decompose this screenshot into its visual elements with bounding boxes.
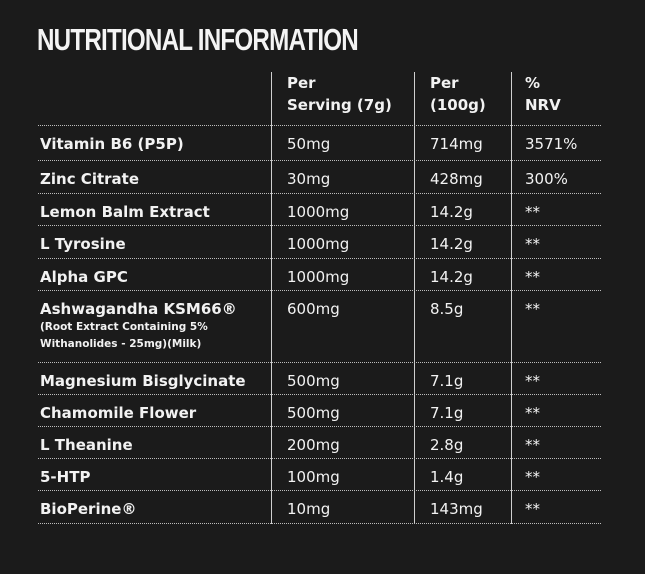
- value: 50mg: [287, 135, 331, 153]
- row-label: Zinc Citrate: [40, 170, 139, 188]
- value: **: [525, 235, 540, 253]
- value: 3571%: [525, 135, 578, 153]
- row-label: BioPerine®: [40, 500, 137, 518]
- value: 143mg: [430, 500, 483, 518]
- row-divider: [38, 225, 601, 226]
- column-header: %: [525, 74, 541, 92]
- row-label: L Tyrosine: [40, 235, 126, 253]
- row-divider: [38, 458, 601, 459]
- row-label: Alpha GPC: [40, 268, 128, 286]
- value: **: [525, 436, 540, 454]
- row-divider: [38, 426, 601, 427]
- value: **: [525, 404, 540, 422]
- value: 1000mg: [287, 203, 350, 221]
- row-label: Lemon Balm Extract: [40, 203, 210, 221]
- column-divider: [271, 72, 272, 524]
- value: **: [525, 300, 540, 318]
- row-label: L Theanine: [40, 436, 133, 454]
- value: 200mg: [287, 436, 340, 454]
- row-label: 5-HTP: [40, 468, 91, 486]
- row-divider: [38, 290, 601, 291]
- title: NUTRITIONAL INFORMATION: [37, 22, 359, 57]
- column-header: NRV: [525, 96, 561, 114]
- value: **: [525, 203, 540, 221]
- value: **: [525, 468, 540, 486]
- column-divider: [511, 72, 512, 524]
- row-label: Chamomile Flower: [40, 404, 197, 422]
- value: 300%: [525, 170, 568, 188]
- value: 714mg: [430, 135, 483, 153]
- value: 7.1g: [430, 404, 464, 422]
- value: **: [525, 372, 540, 390]
- row-divider: [38, 125, 601, 126]
- value: 500mg: [287, 372, 340, 390]
- value: 1000mg: [287, 268, 350, 286]
- row-divider: [38, 394, 601, 395]
- column-header: Per: [430, 74, 459, 92]
- row-label: Vitamin B6 (P5P): [40, 135, 184, 153]
- column-header: (100g): [430, 96, 486, 114]
- column-header: Serving (7g): [287, 96, 392, 114]
- row-divider: [38, 193, 601, 194]
- value: 500mg: [287, 404, 340, 422]
- row-divider: [38, 523, 601, 524]
- value: 14.2g: [430, 268, 473, 286]
- value: 14.2g: [430, 203, 473, 221]
- value: 428mg: [430, 170, 483, 188]
- row-divider: [38, 160, 601, 161]
- row-divider: [38, 258, 601, 259]
- column-divider: [414, 72, 415, 524]
- value: 14.2g: [430, 235, 473, 253]
- value: 8.5g: [430, 300, 464, 318]
- row-note: Withanolides - 25mg)(Milk): [40, 338, 202, 350]
- row-divider: [38, 362, 601, 363]
- value: 10mg: [287, 500, 331, 518]
- value: 7.1g: [430, 372, 464, 390]
- value: 1.4g: [430, 468, 464, 486]
- row-note: (Root Extract Containing 5%: [40, 321, 208, 333]
- value: **: [525, 500, 540, 518]
- value: 600mg: [287, 300, 340, 318]
- row-label: Ashwagandha KSM66®: [40, 300, 237, 318]
- value: 30mg: [287, 170, 331, 188]
- value: **: [525, 268, 540, 286]
- value: 100mg: [287, 468, 340, 486]
- value: 1000mg: [287, 235, 350, 253]
- column-header: Per: [287, 74, 316, 92]
- row-divider: [38, 490, 601, 491]
- row-label: Magnesium Bisglycinate: [40, 372, 246, 390]
- value: 2.8g: [430, 436, 464, 454]
